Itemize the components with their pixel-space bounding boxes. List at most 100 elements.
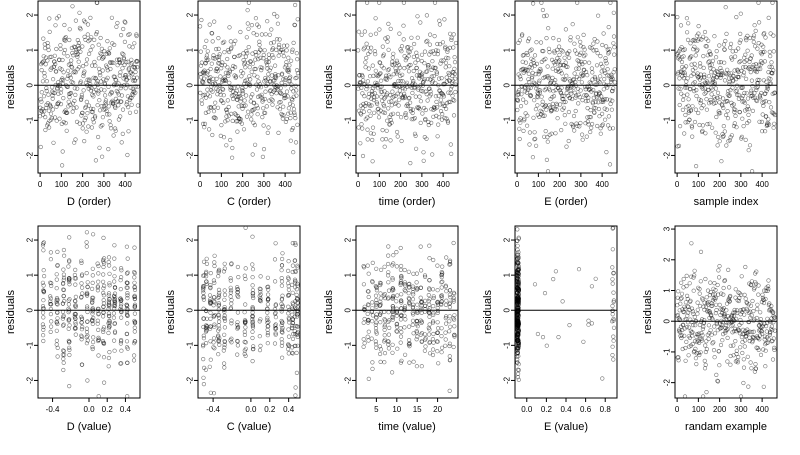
data-point: [379, 84, 384, 89]
data-point: [286, 106, 292, 111]
data-point: [95, 308, 100, 314]
data-point: [42, 109, 47, 114]
data-point: [767, 64, 772, 69]
data-point: [72, 272, 77, 278]
data-point: [133, 69, 138, 75]
data-point: [295, 265, 300, 270]
data-point: [700, 82, 705, 87]
data-point: [738, 31, 743, 37]
data-point: [530, 155, 536, 160]
data-point: [211, 336, 217, 341]
data-point: [243, 276, 248, 282]
data-point: [698, 101, 703, 106]
data-point: [749, 90, 754, 95]
data-point: [522, 89, 527, 94]
data-point: [266, 292, 271, 297]
data-point: [731, 123, 737, 129]
data-point: [686, 21, 691, 26]
data-point: [683, 300, 689, 305]
data-point: [553, 131, 558, 136]
data-point: [751, 335, 756, 340]
data-point: [443, 302, 449, 308]
data-point: [237, 53, 242, 58]
data-point: [221, 269, 227, 274]
data-point: [265, 324, 270, 329]
data-point: [532, 98, 537, 103]
data-point: [212, 322, 217, 327]
data-point: [250, 335, 255, 341]
y-tick-label: -1: [26, 116, 35, 124]
data-point: [553, 269, 559, 274]
data-point: [263, 75, 268, 81]
data-point: [52, 90, 57, 95]
data-point: [42, 70, 47, 76]
data-point: [711, 340, 716, 345]
data-point: [414, 287, 420, 292]
data-point: [386, 47, 391, 52]
data-point: [204, 271, 209, 276]
data-point: [216, 338, 221, 343]
data-point: [67, 276, 72, 281]
data-point: [216, 35, 221, 41]
data-point: [84, 326, 89, 331]
data-point: [444, 298, 449, 303]
data-point: [55, 354, 60, 359]
data-point: [573, 95, 578, 100]
data-point: [608, 101, 613, 107]
data-point: [707, 51, 713, 57]
data-point: [711, 67, 716, 72]
data-point: [270, 102, 275, 107]
data-point: [111, 338, 117, 343]
data-point: [261, 52, 266, 58]
data-point: [86, 103, 91, 108]
data-point: [75, 51, 81, 57]
data-point: [410, 90, 415, 96]
data-point: [61, 275, 67, 280]
data-point: [385, 39, 390, 44]
data-point: [112, 329, 118, 334]
data-point: [41, 315, 46, 320]
data-point: [516, 377, 521, 382]
data-point: [120, 51, 125, 56]
data-point: [438, 102, 443, 107]
data-point: [398, 340, 403, 345]
data-point: [90, 280, 95, 286]
data-point: [395, 134, 400, 139]
data-point: [427, 287, 432, 292]
data-point: [70, 4, 75, 9]
data-point: [676, 358, 681, 363]
y-tick-label: 2: [344, 12, 353, 17]
data-point: [447, 305, 453, 310]
data-point: [220, 86, 225, 91]
data-point: [356, 29, 361, 34]
data-point: [452, 98, 457, 103]
data-point: [263, 32, 268, 37]
data-point: [427, 278, 432, 283]
data-point: [439, 280, 444, 285]
data-point: [40, 304, 46, 309]
data-point: [430, 152, 435, 157]
data-point: [740, 65, 746, 70]
data-point: [222, 339, 227, 345]
x-tick-label: 0.4: [120, 405, 132, 414]
data-point: [90, 109, 95, 115]
data-point: [599, 94, 604, 99]
data-point: [690, 341, 695, 347]
data-point: [556, 44, 562, 49]
data-point: [730, 85, 735, 90]
data-point: [719, 159, 724, 164]
data-point: [216, 315, 222, 320]
y-tick-label: 1: [344, 47, 353, 52]
data-point: [598, 126, 603, 131]
data-point: [716, 292, 721, 297]
data-point: [561, 97, 566, 102]
data-point: [260, 65, 265, 70]
data-point: [720, 332, 726, 337]
data-point: [752, 285, 757, 291]
x-tick-label: 100: [215, 180, 229, 189]
data-point: [676, 70, 681, 75]
x-tick-label: 0.8: [600, 405, 612, 414]
data-point: [44, 88, 49, 93]
data-point: [677, 123, 683, 129]
data-point: [61, 367, 66, 373]
